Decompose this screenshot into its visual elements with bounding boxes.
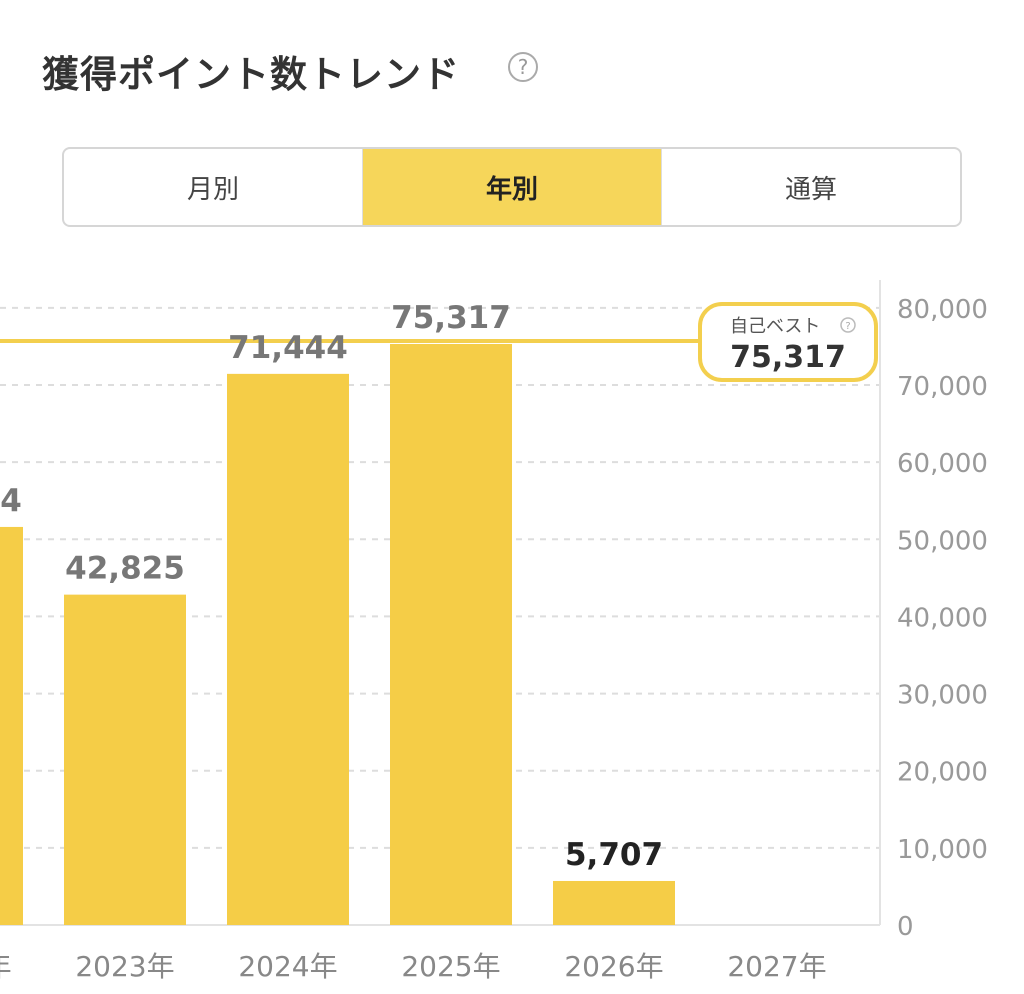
tab-yearly[interactable]: 年別 (363, 149, 662, 225)
question-circle-icon[interactable]: ? (508, 52, 538, 82)
data-label: 51,604 (0, 483, 22, 519)
y-tick-label: 60,000 (897, 449, 988, 479)
bar (227, 373, 349, 925)
personal-best-badge (698, 302, 878, 382)
tab-monthly[interactable]: 月別 (64, 149, 363, 225)
y-tick-label: 70,000 (897, 372, 988, 402)
page-title: 獲得ポイント数トレンド (42, 53, 460, 96)
x-tick-label: 2023年 (75, 950, 174, 983)
x-tick-label: 2024年 (238, 950, 337, 983)
y-tick-label: 40,000 (897, 603, 988, 633)
data-label: 5,707 (565, 837, 663, 873)
data-label: 75,317 (391, 300, 511, 336)
bar (0, 526, 23, 925)
y-tick-label: 50,000 (897, 526, 988, 556)
question-circle-icon (840, 317, 856, 333)
y-tick-label: 30,000 (897, 681, 988, 711)
data-label: 71,444 (228, 330, 348, 366)
x-tick-label: 2027年 (727, 950, 826, 983)
data-label: 42,825 (65, 551, 185, 587)
personal-best-value: 75,317 (730, 340, 846, 375)
personal-best-label: 自己ベスト (730, 316, 820, 337)
bar (390, 343, 512, 925)
x-tick-label: 2026年 (564, 950, 663, 983)
y-tick-label: 10,000 (897, 835, 988, 865)
y-tick-label: 20,000 (897, 758, 988, 788)
period-segmented-control: 月別 年別 通算 (62, 147, 962, 227)
y-tick-label: 80,000 (897, 295, 988, 325)
question-mark: ? (845, 321, 850, 332)
x-tick-label: 2025年 (401, 950, 500, 983)
bar (64, 594, 186, 925)
bar (553, 880, 675, 925)
x-tick-label: 2022年 (0, 950, 12, 983)
tab-total[interactable]: 通算 (784, 174, 837, 205)
y-tick-label: 0 (897, 912, 914, 942)
